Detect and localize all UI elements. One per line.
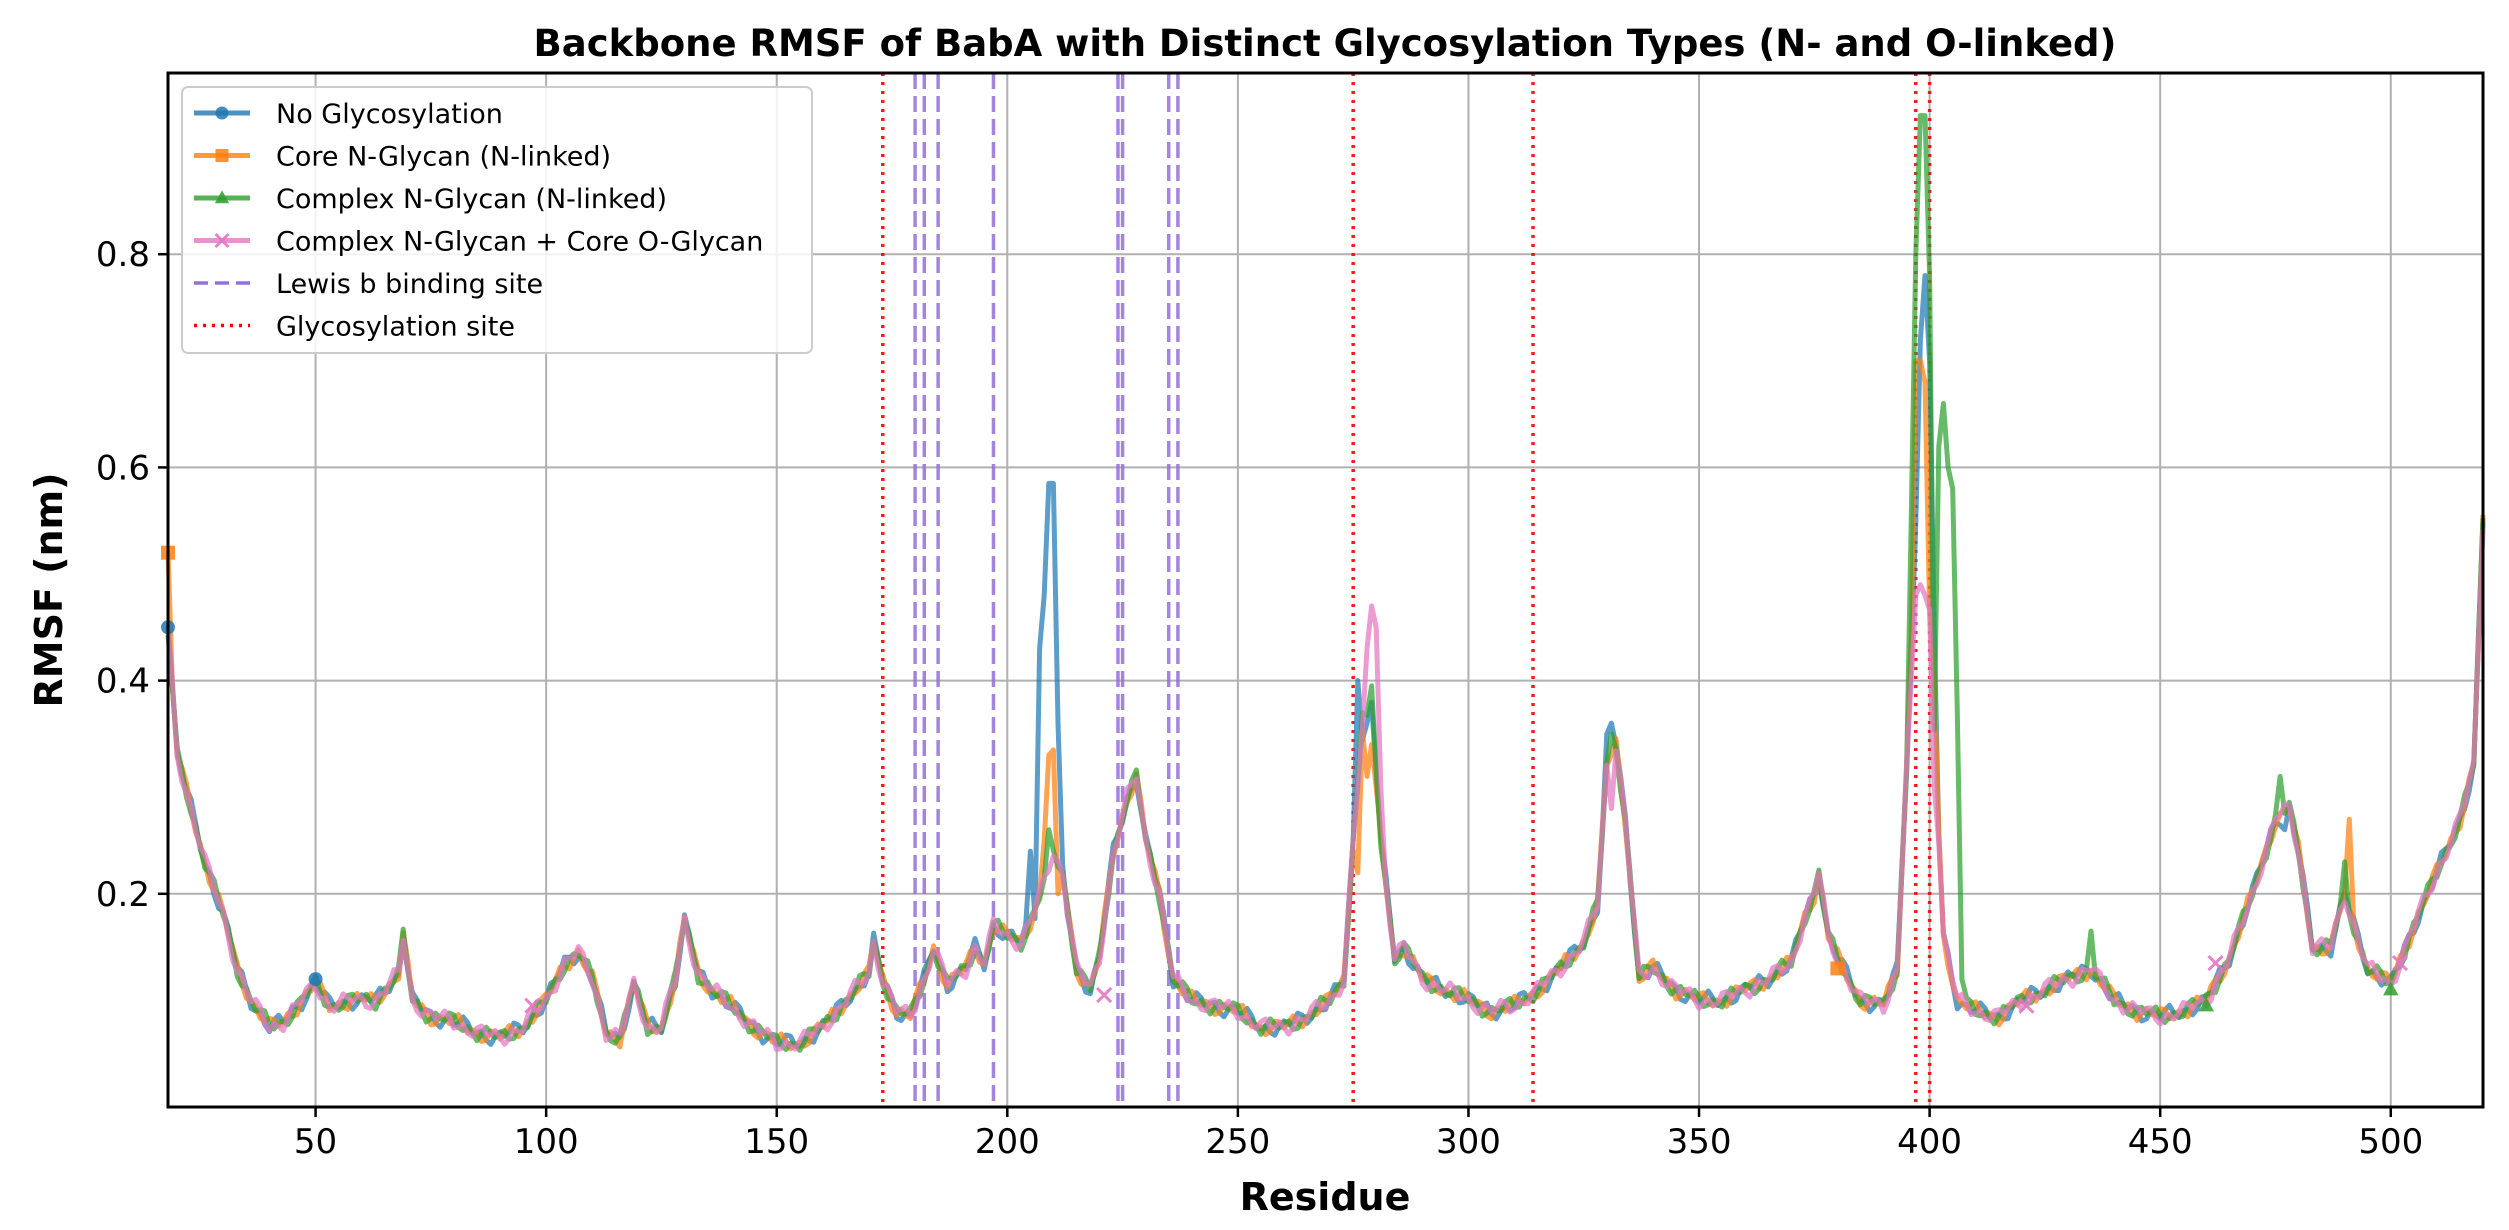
series-marker: [524, 997, 541, 1014]
series-marker: [1830, 961, 1845, 976]
x-tick-label: 250: [1205, 1122, 1270, 1162]
legend-label: Complex N-Glycan (N-linked): [276, 184, 667, 215]
series-lines: [161, 113, 2486, 1053]
legend-box: [181, 86, 813, 354]
y-tick-label: 0.6: [96, 448, 150, 488]
series-marker: [2198, 997, 2215, 1012]
x-tick-label: 350: [1667, 1122, 1732, 1162]
series-marker: [2018, 997, 2035, 1014]
chart-title: Backbone RMSF of BabA with Distinct Glyc…: [534, 22, 2117, 65]
series-marker: [1096, 987, 1113, 1004]
series-marker: [2383, 981, 2399, 996]
y-tick-label: 0.2: [96, 875, 150, 915]
x-tick-label: 300: [1436, 1122, 1501, 1162]
x-tick-label: 50: [294, 1122, 337, 1162]
legend-marker: [215, 106, 229, 120]
y-tick-label: 0.4: [96, 662, 150, 702]
legend-marker: [214, 190, 230, 204]
legend-label: No Glycosylation: [276, 99, 503, 130]
x-axis-label: Residue: [1240, 1175, 1411, 1219]
series-line: [165, 273, 2486, 1049]
legend-label: Core N-Glycan (N-linked): [276, 142, 611, 173]
x-tick-label: 200: [975, 1122, 1040, 1162]
legend-marker: [214, 232, 230, 249]
y-axis-label: RMSF (nm): [27, 472, 71, 707]
series-line: [165, 529, 2486, 1053]
legend-label: Complex N-Glycan + Core O-Glycan: [276, 227, 763, 258]
x-tick-label: 400: [1897, 1122, 1962, 1162]
series-marker: [2207, 955, 2224, 972]
series-line: [165, 113, 2486, 1053]
axis-ticks: 50 100 150 200 250 300 350 400 450 500 0.2 0.4 0.6 0.…: [96, 235, 2423, 1162]
series-marker: [2391, 955, 2409, 972]
plot-frame: [166, 71, 2485, 1109]
x-tick-label: 450: [2128, 1122, 2193, 1162]
legend-marker: [215, 149, 229, 162]
legend-label: Glycosylation site: [276, 312, 515, 343]
legend-label: Lewis b binding site: [276, 269, 543, 300]
x-tick-label: 150: [744, 1122, 809, 1162]
series-line: [165, 358, 2486, 1052]
y-tick-label: 0.8: [96, 235, 150, 275]
legend: No Glycosylation Core N-Glycan (N-linked)…: [181, 86, 813, 354]
x-tick-label: 100: [514, 1122, 579, 1162]
series-marker: [308, 972, 323, 987]
x-tick-label: 500: [2358, 1122, 2423, 1162]
